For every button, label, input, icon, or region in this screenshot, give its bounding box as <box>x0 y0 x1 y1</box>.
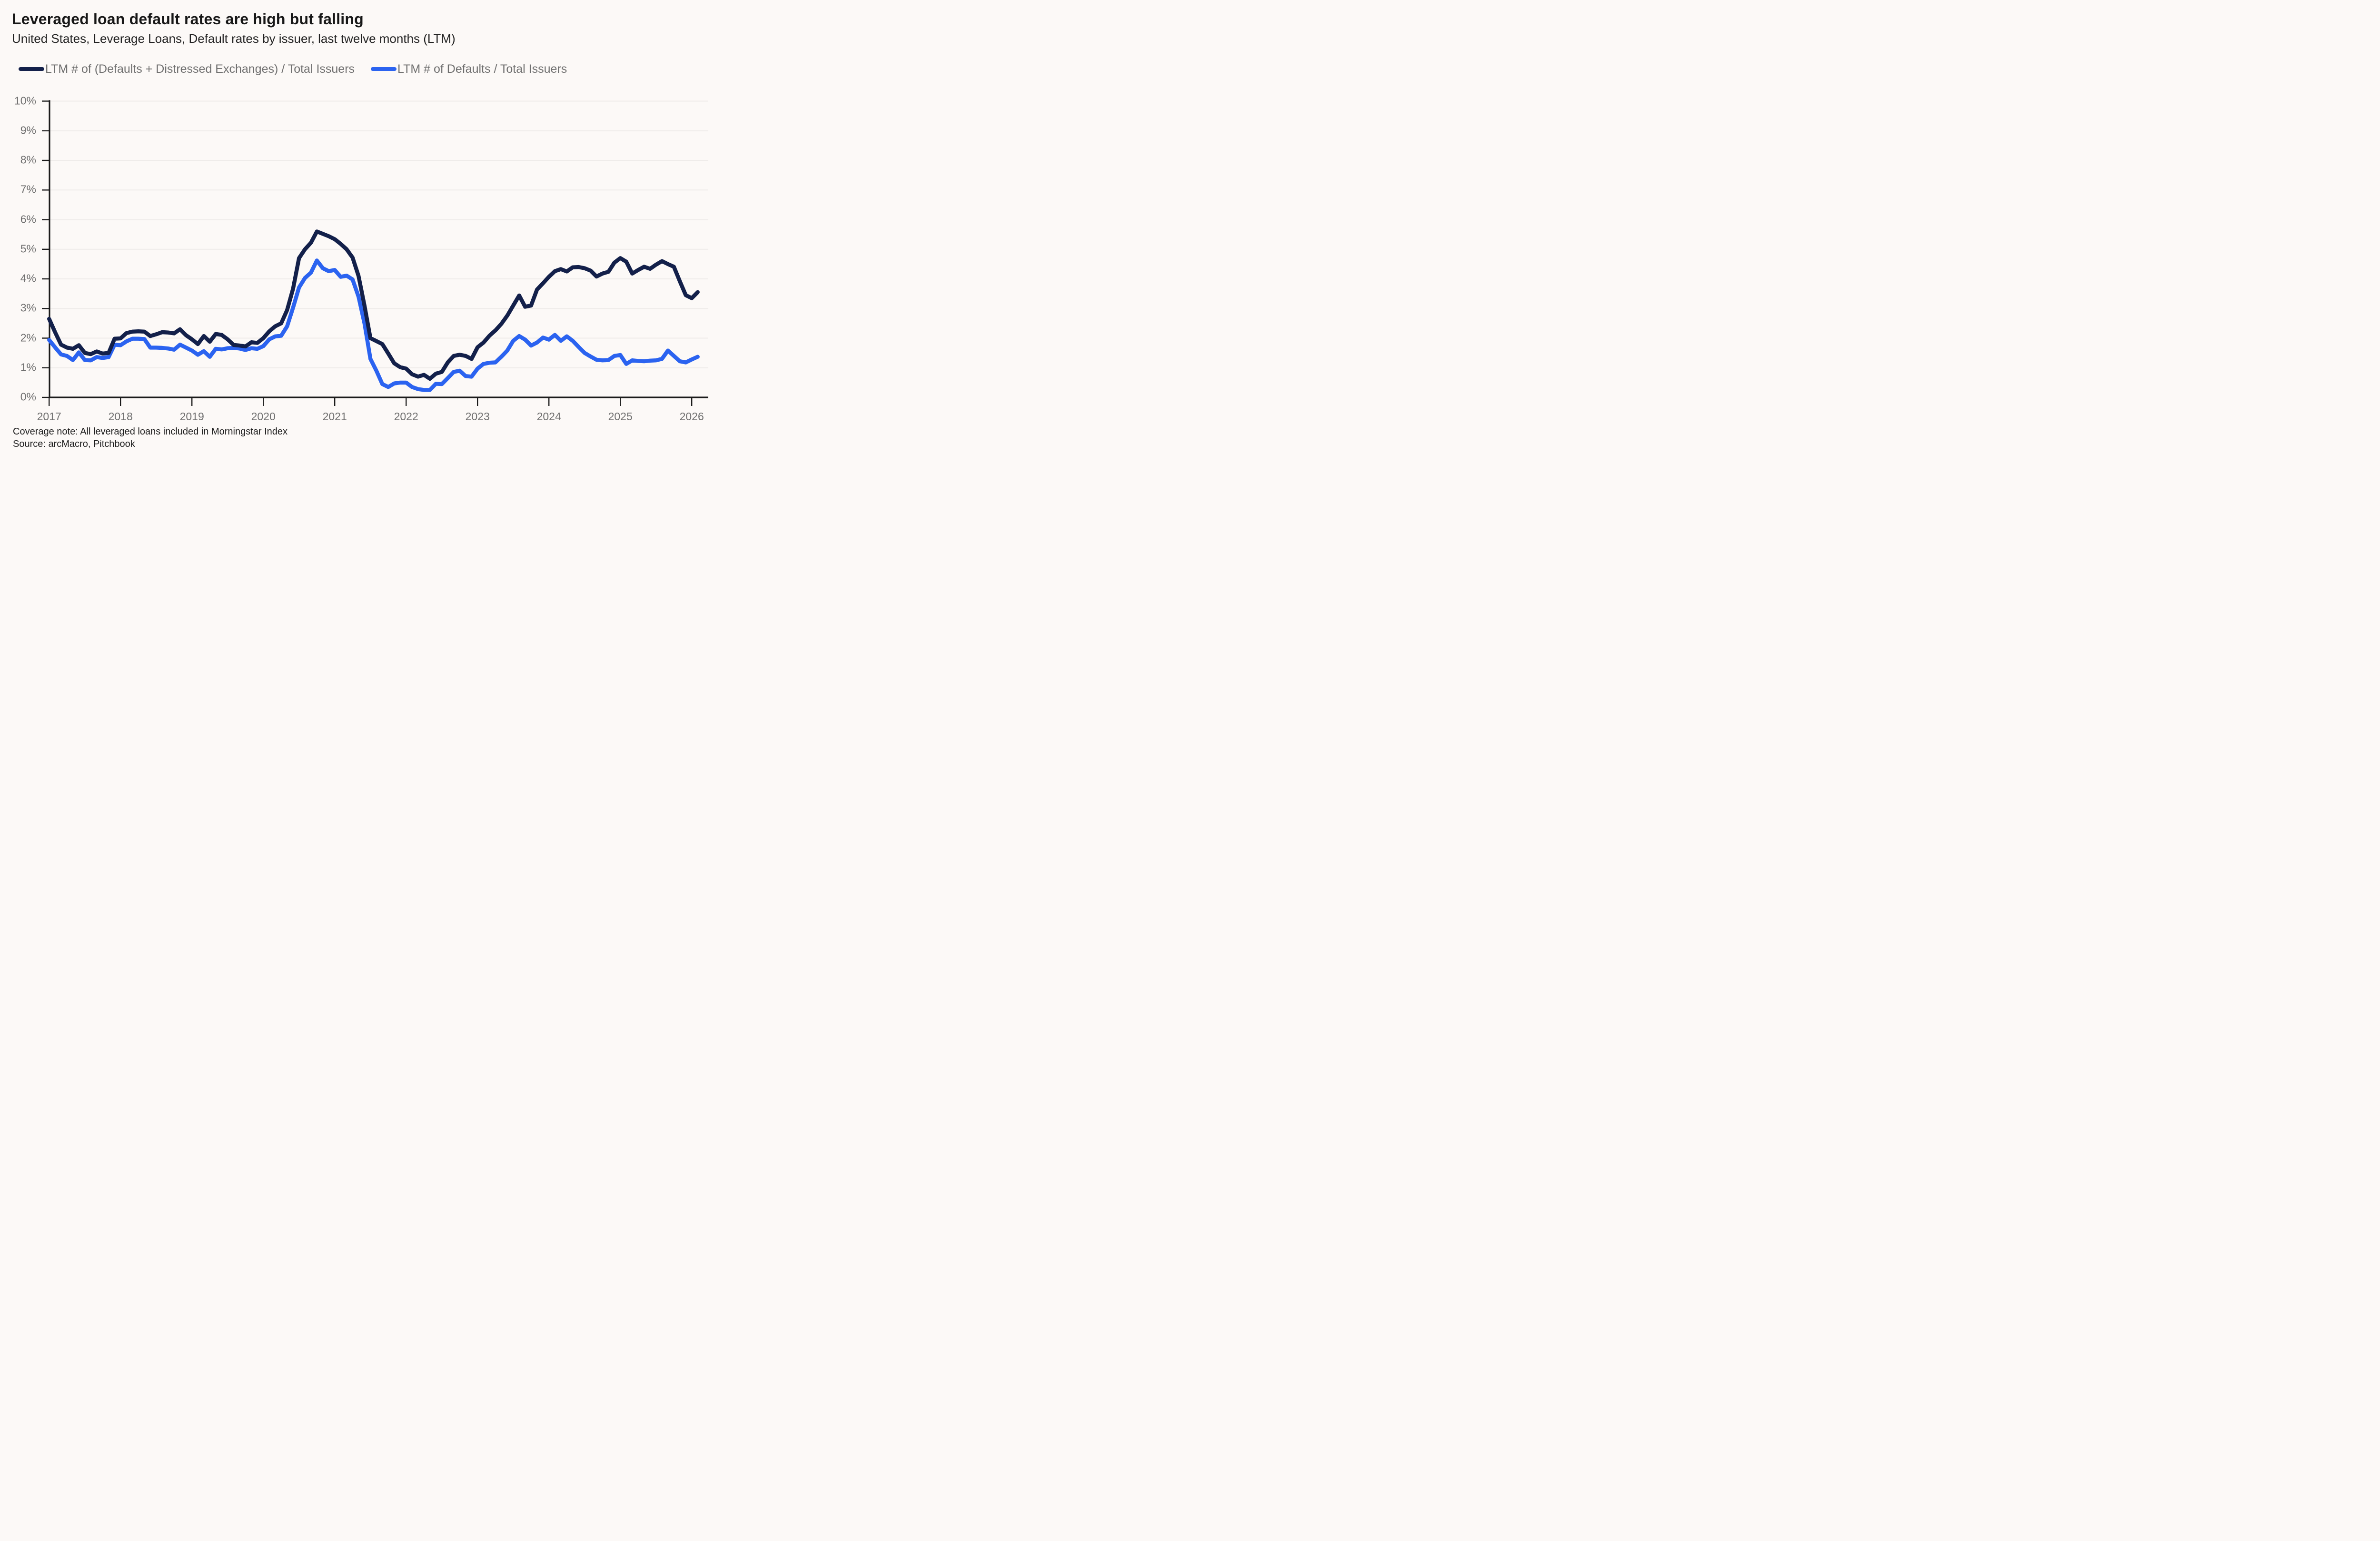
x-axis-tick-label: 2023 <box>465 410 490 423</box>
chart-figure: Leveraged loan default rates are high bu… <box>0 0 744 462</box>
x-axis-tick-label: 2026 <box>679 410 704 423</box>
x-axis-tick-label: 2020 <box>251 410 276 423</box>
legend-swatch-navy-icon <box>19 67 44 71</box>
x-axis-tick-label: 2021 <box>322 410 347 423</box>
y-axis-tick-label: 2% <box>20 331 36 344</box>
x-axis-tick-label: 2024 <box>536 410 561 423</box>
x-axis-tick-label: 2017 <box>37 410 61 423</box>
y-axis-tick-label: 9% <box>20 124 36 137</box>
y-axis-tick-label: 3% <box>20 301 36 314</box>
x-axis-tick-label: 2022 <box>394 410 418 423</box>
chart-plot-area <box>42 100 708 406</box>
page-title: Leveraged loan default rates are high bu… <box>12 10 364 28</box>
legend-swatch-blue-icon <box>371 67 397 71</box>
legend-item-defaults-distressed: LTM # of (Defaults + Distressed Exchange… <box>19 62 355 76</box>
y-axis-tick-label: 0% <box>20 390 36 403</box>
y-axis-tick-label: 8% <box>20 153 36 166</box>
x-axis-tick-label: 2018 <box>108 410 133 423</box>
y-axis-tick-label: 6% <box>20 212 36 225</box>
page-subtitle: United States, Leverage Loans, Default r… <box>12 31 456 46</box>
coverage-note: Coverage note: All leveraged loans inclu… <box>13 426 288 437</box>
series-line-defaults-distressed-exchanges <box>47 229 700 381</box>
legend-item-defaults: LTM # of Defaults / Total Issuers <box>371 62 567 76</box>
legend-label: LTM # of (Defaults + Distressed Exchange… <box>45 62 355 76</box>
y-axis-tick-label: 5% <box>20 242 36 255</box>
y-axis-tick-label: 7% <box>20 183 36 196</box>
x-axis-tick-label: 2019 <box>179 410 204 423</box>
y-axis-tick-label: 4% <box>20 272 36 285</box>
series-line-defaults <box>47 258 700 392</box>
y-axis-tick-label: 10% <box>14 94 36 107</box>
legend-label: LTM # of Defaults / Total Issuers <box>397 62 567 76</box>
y-axis-tick-label: 1% <box>20 361 36 374</box>
source-note: Source: arcMacro, Pitchbook <box>13 439 135 449</box>
x-axis-tick-label: 2025 <box>608 410 633 423</box>
legend: LTM # of (Defaults + Distressed Exchange… <box>19 62 567 76</box>
